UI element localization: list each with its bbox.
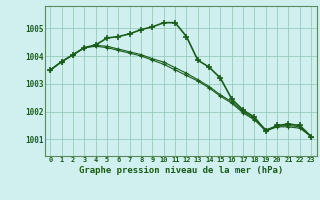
X-axis label: Graphe pression niveau de la mer (hPa): Graphe pression niveau de la mer (hPa) bbox=[79, 166, 283, 175]
